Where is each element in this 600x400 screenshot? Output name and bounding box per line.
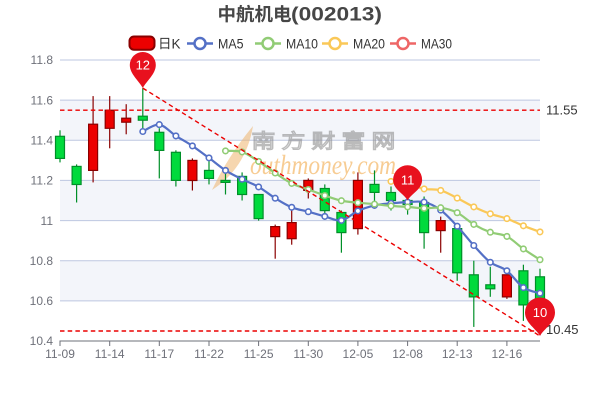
svg-text:11: 11 [41, 214, 54, 228]
svg-text:K: K [172, 36, 181, 51]
svg-text:11-22: 11-22 [194, 347, 224, 361]
svg-text:10: 10 [533, 305, 547, 320]
svg-text:11.55: 11.55 [546, 103, 578, 118]
svg-text:12-16: 12-16 [492, 347, 523, 361]
svg-text:MA20: MA20 [353, 36, 385, 51]
svg-text:11-14: 11-14 [95, 347, 125, 361]
svg-text:10.45: 10.45 [546, 322, 579, 337]
svg-text:12-13: 12-13 [442, 347, 473, 361]
svg-text:10.6: 10.6 [30, 294, 54, 308]
svg-text:11.8: 11.8 [31, 53, 54, 67]
svg-text:MA5: MA5 [218, 36, 244, 51]
svg-text:12: 12 [136, 58, 150, 73]
svg-text:11.6: 11.6 [31, 93, 54, 107]
svg-text:12-05: 12-05 [343, 347, 374, 361]
svg-text:11-25: 11-25 [244, 347, 274, 361]
svg-text:MA10: MA10 [286, 36, 318, 51]
svg-text:11.4: 11.4 [31, 134, 54, 148]
svg-text:11-30: 11-30 [293, 347, 323, 361]
svg-text:12-08: 12-08 [392, 347, 423, 361]
svg-text:(002013): (002013) [291, 5, 382, 26]
svg-text:10.4: 10.4 [30, 334, 54, 348]
svg-text:10.8: 10.8 [30, 254, 54, 268]
svg-text:11-17: 11-17 [144, 347, 174, 361]
svg-text:11-09: 11-09 [45, 347, 75, 361]
svg-text:11.2: 11.2 [31, 174, 54, 188]
svg-text:11: 11 [401, 172, 415, 187]
svg-text:MA30: MA30 [421, 36, 452, 51]
